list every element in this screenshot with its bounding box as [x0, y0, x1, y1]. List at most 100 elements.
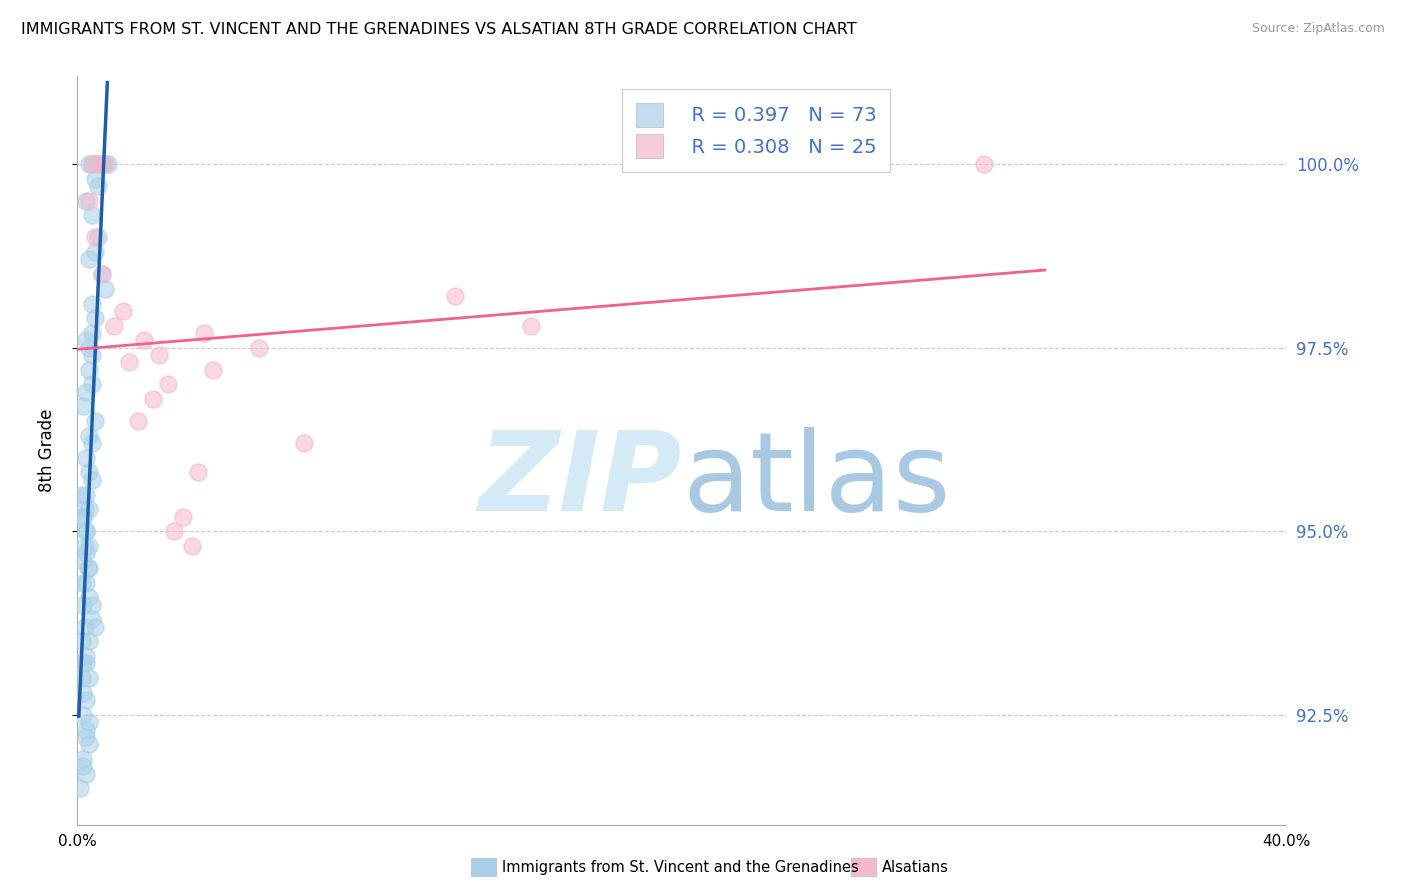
Point [79, 157, 101, 171]
Point [520, 318, 543, 333]
Point [142, 392, 165, 406]
Point [82, 296, 104, 310]
Point [75, 194, 97, 208]
Point [70, 487, 93, 501]
Point [72, 509, 94, 524]
Point [73, 620, 96, 634]
Point [973, 157, 995, 171]
Point [72, 707, 94, 722]
Point [79, 194, 101, 208]
Point [82, 157, 104, 171]
Point [75, 450, 97, 465]
Point [72, 509, 94, 524]
Point [72, 554, 94, 568]
Point [72, 759, 94, 773]
Point [82, 326, 104, 340]
Point [82, 473, 104, 487]
Point [82, 612, 104, 626]
Point [84, 414, 107, 428]
Point [75, 730, 97, 744]
Point [79, 634, 101, 648]
Point [84, 230, 107, 244]
Point [90, 157, 112, 171]
Point [79, 429, 101, 443]
Point [292, 436, 315, 450]
Point [82, 436, 104, 450]
Point [84, 620, 107, 634]
Point [75, 657, 97, 671]
Point [202, 362, 225, 376]
Point [187, 466, 209, 480]
Point [72, 752, 94, 766]
Point [82, 598, 104, 612]
Point [87, 179, 110, 194]
Point [79, 362, 101, 376]
Text: atlas: atlas [682, 427, 950, 534]
Text: IMMIGRANTS FROM ST. VINCENT AND THE GRENADINES VS ALSATIAN 8TH GRADE CORRELATION: IMMIGRANTS FROM ST. VINCENT AND THE GREN… [21, 22, 856, 37]
Point [72, 686, 94, 700]
Point [70, 671, 93, 685]
Point [75, 384, 97, 399]
Point [75, 649, 97, 664]
Text: Source: ZipAtlas.com: Source: ZipAtlas.com [1251, 22, 1385, 36]
Legend:   R = 0.397   N = 73,   R = 0.308   N = 25: R = 0.397 N = 73, R = 0.308 N = 25 [623, 89, 890, 172]
Point [70, 634, 93, 648]
Point [82, 157, 104, 171]
Point [82, 377, 104, 392]
Point [87, 230, 110, 244]
Point [148, 348, 170, 362]
Point [75, 575, 97, 590]
Point [193, 326, 215, 340]
Text: 40.0%: 40.0% [1263, 834, 1310, 849]
Point [75, 333, 97, 347]
Point [75, 693, 97, 707]
Point [127, 414, 149, 428]
Point [87, 157, 110, 171]
Point [79, 671, 101, 685]
Point [79, 466, 101, 480]
Point [82, 208, 104, 222]
Point [93, 282, 115, 296]
Point [79, 715, 101, 730]
Point [75, 524, 97, 539]
Point [79, 341, 101, 355]
Text: Immigrants from St. Vincent and the Grenadines: Immigrants from St. Vincent and the Gren… [502, 860, 859, 874]
Point [181, 539, 204, 553]
Point [87, 157, 110, 171]
Point [75, 766, 97, 780]
Point [172, 509, 194, 524]
Point [77, 561, 100, 575]
Point [90, 267, 112, 281]
Point [79, 591, 101, 605]
Point [157, 377, 180, 392]
Point [82, 348, 104, 362]
Point [84, 311, 107, 326]
Point [79, 561, 101, 575]
Point [79, 502, 101, 516]
Text: 0.0%: 0.0% [58, 834, 97, 849]
Point [73, 539, 96, 553]
Point [70, 575, 93, 590]
Point [90, 267, 112, 281]
Point [75, 524, 97, 539]
Point [103, 318, 125, 333]
Point [444, 289, 467, 303]
Point [75, 546, 97, 560]
Point [90, 157, 112, 171]
Y-axis label: 8th Grade: 8th Grade [38, 409, 56, 492]
Point [72, 598, 94, 612]
Point [84, 171, 107, 186]
Point [163, 524, 186, 539]
Point [111, 304, 134, 318]
Point [118, 355, 141, 369]
Point [75, 487, 97, 501]
Point [132, 333, 155, 347]
Point [93, 157, 115, 171]
Point [79, 539, 101, 553]
Point [79, 252, 101, 267]
Point [96, 157, 118, 171]
Point [84, 245, 107, 260]
Point [93, 157, 115, 171]
Text: ZIP: ZIP [478, 427, 682, 534]
Point [84, 157, 107, 171]
